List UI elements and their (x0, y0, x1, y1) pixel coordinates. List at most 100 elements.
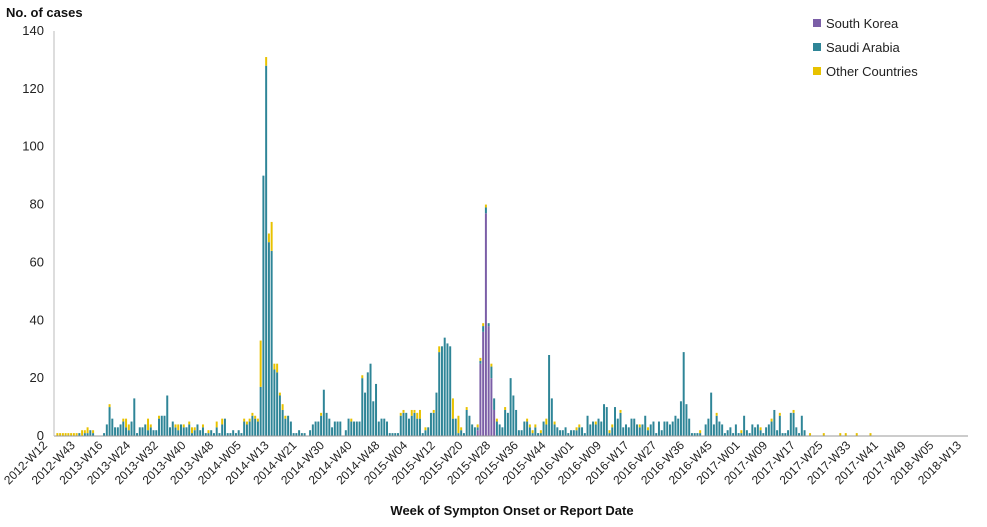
bar-other-countries (259, 340, 262, 387)
bar-saudi-arabia (144, 424, 147, 436)
bar-other-countries (251, 412, 254, 416)
bar-saudi-arabia (630, 418, 633, 436)
bar-other-countries (416, 412, 419, 419)
bar-saudi-arabia (402, 412, 405, 436)
bar-other-countries (578, 424, 581, 428)
bar-saudi-arabia (734, 424, 737, 436)
bar-other-countries (611, 424, 614, 428)
bar-saudi-arabia (377, 421, 380, 436)
bar-saudi-arabia (199, 430, 202, 436)
bar-saudi-arabia (180, 424, 182, 436)
bar-saudi-arabia (281, 409, 284, 436)
bar-saudi-arabia (570, 430, 573, 436)
bar-saudi-arabia (748, 433, 751, 436)
bar-saudi-arabia (336, 421, 339, 436)
bar-saudi-arabia (732, 433, 735, 436)
bar-other-countries (86, 427, 89, 434)
bar-other-countries (67, 433, 70, 436)
y-tick-label: 100 (22, 139, 44, 154)
bar-saudi-arabia (498, 424, 501, 436)
bar-saudi-arabia (616, 418, 619, 436)
legend-swatch (813, 67, 821, 75)
bar-saudi-arabia (207, 433, 210, 436)
bar-saudi-arabia (114, 427, 117, 436)
bar-other-countries (460, 427, 463, 431)
bar-other-countries (83, 430, 86, 434)
bar-saudi-arabia (446, 343, 449, 436)
bar-saudi-arabia (578, 427, 581, 436)
bar-saudi-arabia (218, 433, 221, 436)
bar-saudi-arabia (427, 427, 430, 436)
bar-saudi-arabia (410, 415, 413, 436)
bar-other-countries (72, 433, 75, 436)
bar-other-countries (267, 233, 270, 243)
bar-other-countries (174, 424, 177, 428)
bar-other-countries (638, 424, 641, 428)
y-tick-label: 80 (30, 197, 44, 212)
bar-saudi-arabia (619, 412, 622, 436)
bar-saudi-arabia (358, 421, 361, 436)
bar-other-countries (740, 430, 743, 434)
bar-saudi-arabia (468, 415, 471, 436)
bar-saudi-arabia (234, 433, 237, 436)
bar-saudi-arabia (756, 424, 759, 436)
bar-other-countries (92, 430, 95, 434)
bar-saudi-arabia (391, 433, 394, 436)
bar-saudi-arabia (267, 242, 270, 436)
bar-other-countries (188, 421, 191, 425)
bar-saudi-arabia (765, 427, 768, 436)
bar-saudi-arabia (603, 404, 606, 436)
bar-other-countries (149, 424, 152, 428)
bar-saudi-arabia (677, 418, 680, 436)
bar-other-countries (608, 430, 611, 434)
bar-saudi-arabia (226, 433, 229, 436)
bar-saudi-arabia (141, 427, 144, 436)
bar-saudi-arabia (537, 433, 540, 436)
bar-other-countries (839, 433, 842, 436)
y-tick-label: 0 (37, 428, 44, 443)
bar-saudi-arabia (594, 424, 597, 436)
y-axis-label: No. of cases (6, 5, 83, 20)
bar-saudi-arabia (152, 430, 155, 436)
bar-saudi-arabia (704, 424, 707, 436)
bar-south-korea (490, 378, 493, 436)
bar-saudi-arabia (795, 427, 798, 436)
bar-other-countries (575, 427, 578, 431)
bar-other-countries (699, 430, 702, 434)
bar-saudi-arabia (413, 412, 416, 436)
bar-saudi-arabia (657, 421, 660, 436)
y-tick-label: 40 (30, 312, 44, 327)
bar-saudi-arabia (586, 415, 589, 436)
bar-other-countries (778, 412, 781, 416)
bar-other-countries (221, 418, 224, 425)
bar-saudi-arabia (729, 427, 732, 436)
bar-other-countries (190, 427, 193, 434)
bar-saudi-arabia (375, 383, 378, 436)
bar-other-countries (61, 433, 64, 436)
bar-saudi-arabia (361, 378, 364, 436)
bar-other-countries (869, 433, 872, 436)
bar-saudi-arabia (495, 421, 498, 436)
bar-saudi-arabia (696, 433, 699, 436)
bar-saudi-arabia (254, 418, 257, 436)
bar-saudi-arabia (737, 433, 740, 436)
bar-saudi-arabia (273, 369, 276, 436)
bar-saudi-arabia (328, 418, 331, 436)
x-axis-label: Week of Sympton Onset or Report Date (390, 503, 633, 518)
bars (56, 57, 872, 437)
bar-saudi-arabia (158, 418, 160, 436)
bar-other-countries (844, 433, 847, 436)
bar-saudi-arabia (416, 418, 419, 436)
bar-saudi-arabia (300, 433, 303, 436)
bar-other-countries (207, 430, 210, 434)
bar-other-countries (594, 421, 597, 425)
bar-other-countries (243, 418, 246, 422)
bar-saudi-arabia (660, 430, 663, 436)
bar-saudi-arabia (193, 430, 196, 436)
bar-other-countries (759, 427, 762, 431)
bar-other-countries (399, 412, 402, 416)
bar-saudi-arabia (644, 415, 647, 436)
bar-saudi-arabia (707, 418, 710, 436)
bar-saudi-arabia (325, 412, 328, 436)
bar-saudi-arabia (789, 412, 792, 436)
